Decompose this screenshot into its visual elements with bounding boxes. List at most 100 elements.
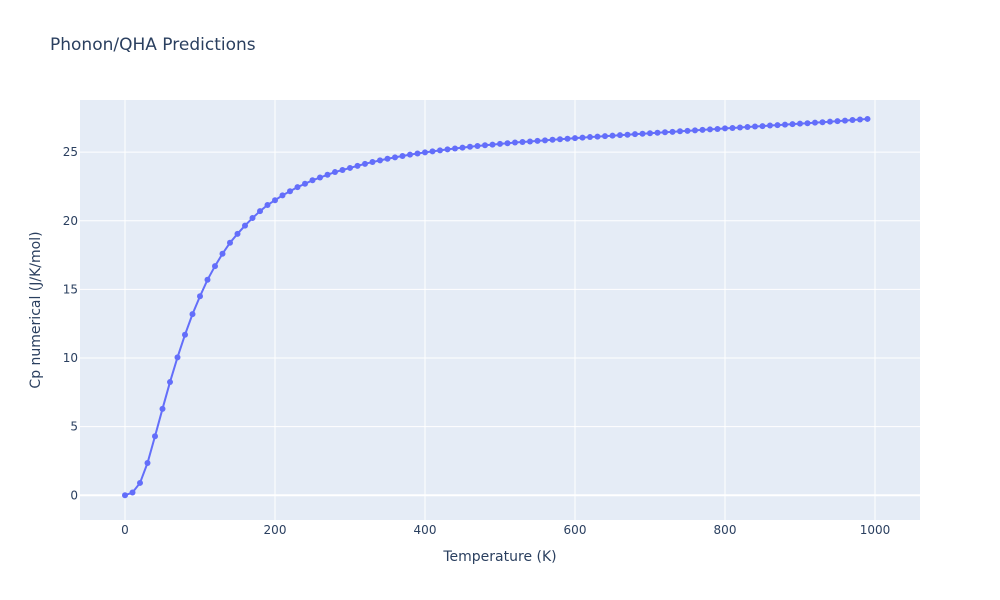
data-point[interactable] <box>564 135 571 142</box>
data-point[interactable] <box>557 136 563 143</box>
data-point[interactable] <box>302 180 308 187</box>
data-point[interactable] <box>377 157 383 164</box>
data-point[interactable] <box>287 188 293 195</box>
data-point[interactable] <box>774 122 781 129</box>
data-point[interactable] <box>587 134 593 141</box>
data-point[interactable] <box>504 140 511 147</box>
data-point[interactable] <box>294 184 301 191</box>
data-point[interactable] <box>392 154 398 161</box>
data-point[interactable] <box>182 331 188 338</box>
data-point[interactable] <box>354 162 361 169</box>
data-point[interactable] <box>759 123 766 130</box>
data-point[interactable] <box>482 142 488 149</box>
data-point[interactable] <box>804 120 811 127</box>
data-point[interactable] <box>542 137 548 144</box>
data-point[interactable] <box>609 132 616 139</box>
data-point[interactable] <box>272 197 278 204</box>
data-point[interactable] <box>474 142 481 149</box>
data-point[interactable] <box>174 354 181 361</box>
data-point[interactable] <box>812 119 818 126</box>
data-point[interactable] <box>639 130 646 137</box>
data-point[interactable] <box>692 127 698 134</box>
data-point[interactable] <box>332 169 338 176</box>
data-point[interactable] <box>579 134 586 141</box>
data-point[interactable] <box>444 146 451 153</box>
data-point[interactable] <box>384 155 391 162</box>
data-point[interactable] <box>144 460 151 467</box>
data-point[interactable] <box>399 153 406 159</box>
data-point[interactable] <box>204 276 211 283</box>
data-point[interactable] <box>429 148 436 155</box>
data-point[interactable] <box>849 117 856 124</box>
data-point[interactable] <box>789 121 796 128</box>
data-point[interactable] <box>189 311 196 318</box>
data-point[interactable] <box>699 126 706 133</box>
data-point[interactable] <box>197 293 203 300</box>
data-point[interactable] <box>264 202 271 208</box>
data-point[interactable] <box>467 143 473 150</box>
data-point[interactable] <box>752 123 758 130</box>
data-point[interactable] <box>437 147 443 154</box>
data-point[interactable] <box>572 135 578 142</box>
data-point[interactable] <box>152 433 158 440</box>
data-point[interactable] <box>347 164 353 171</box>
data-point[interactable] <box>714 125 721 132</box>
data-point[interactable] <box>767 122 773 129</box>
data-point[interactable] <box>497 140 503 147</box>
data-point[interactable] <box>137 479 143 486</box>
data-point[interactable] <box>339 167 346 173</box>
data-point[interactable] <box>797 120 803 127</box>
data-point[interactable] <box>594 133 601 140</box>
data-point[interactable] <box>722 125 728 132</box>
data-point[interactable] <box>212 263 218 270</box>
data-point[interactable] <box>827 118 833 125</box>
data-point[interactable] <box>369 159 376 166</box>
data-point[interactable] <box>842 117 848 124</box>
data-point[interactable] <box>632 131 638 138</box>
data-point[interactable] <box>242 222 248 229</box>
data-point[interactable] <box>684 127 691 134</box>
data-point[interactable] <box>534 137 541 144</box>
data-point[interactable] <box>707 126 713 133</box>
data-point[interactable] <box>857 116 863 123</box>
data-point[interactable] <box>324 171 331 178</box>
data-point[interactable] <box>489 141 496 148</box>
data-point[interactable] <box>309 177 316 184</box>
data-point[interactable] <box>227 239 233 246</box>
data-point[interactable] <box>744 124 751 131</box>
data-point[interactable] <box>234 230 241 237</box>
data-point[interactable] <box>527 138 533 145</box>
data-point[interactable] <box>669 128 676 135</box>
data-point[interactable] <box>549 136 556 143</box>
data-point[interactable] <box>782 121 788 128</box>
data-point[interactable] <box>129 489 136 496</box>
data-point[interactable] <box>617 132 623 139</box>
data-point[interactable] <box>159 405 166 412</box>
data-point[interactable] <box>662 129 668 136</box>
data-point[interactable] <box>512 139 518 146</box>
data-point[interactable] <box>864 115 871 122</box>
data-point[interactable] <box>414 150 421 157</box>
data-point[interactable] <box>602 133 608 140</box>
data-point[interactable] <box>624 131 631 138</box>
data-point[interactable] <box>257 208 263 215</box>
data-point[interactable] <box>459 144 466 151</box>
data-point[interactable] <box>219 250 226 257</box>
data-point[interactable] <box>422 149 428 156</box>
data-point[interactable] <box>819 119 826 126</box>
data-point[interactable] <box>249 215 256 222</box>
data-point[interactable] <box>519 139 526 145</box>
data-point[interactable] <box>362 160 368 167</box>
data-point[interactable] <box>407 151 413 158</box>
data-point[interactable] <box>167 379 173 386</box>
data-point[interactable] <box>737 124 743 131</box>
data-point[interactable] <box>279 192 286 199</box>
data-point[interactable] <box>729 125 736 131</box>
data-point[interactable] <box>677 128 683 135</box>
data-point[interactable] <box>452 145 458 152</box>
data-point[interactable] <box>122 492 128 499</box>
data-point[interactable] <box>317 174 323 181</box>
data-point[interactable] <box>834 118 841 125</box>
data-point[interactable] <box>654 129 661 136</box>
data-point[interactable] <box>647 130 653 137</box>
